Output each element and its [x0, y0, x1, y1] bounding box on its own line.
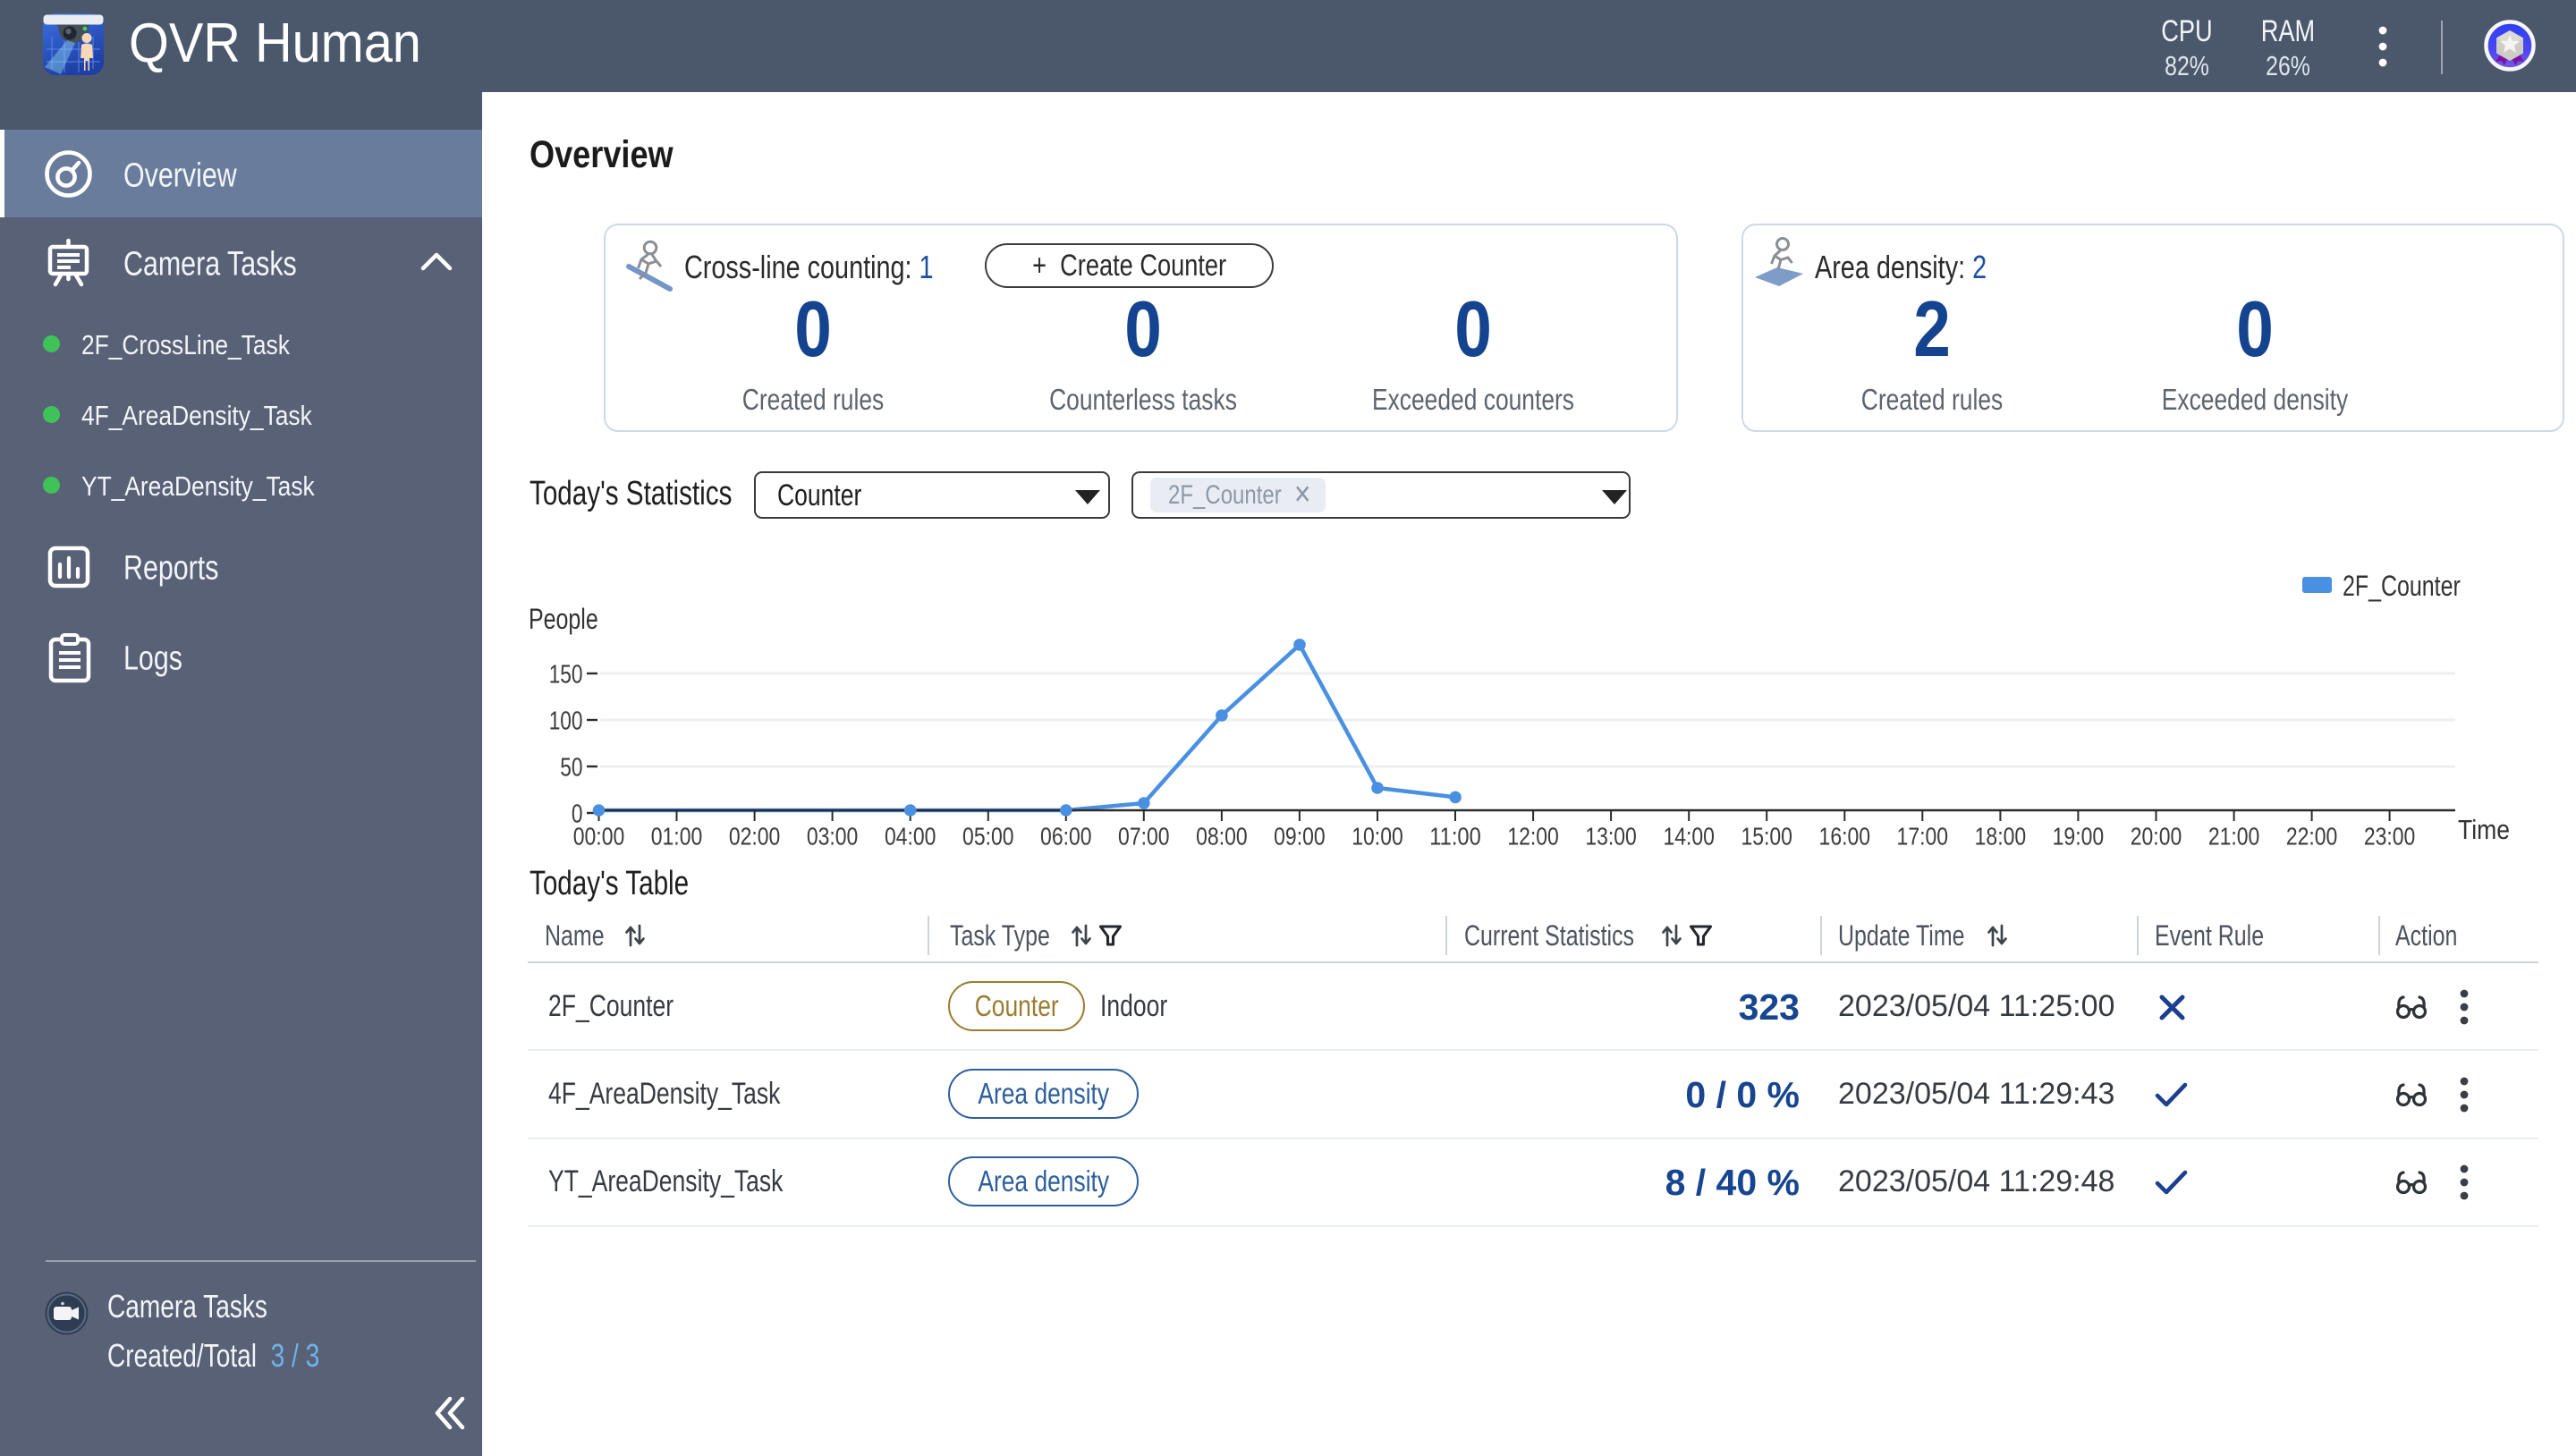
svg-text:22:00: 22:00 [2286, 823, 2338, 851]
svg-text:02:00: 02:00 [729, 823, 781, 851]
svg-text:50: 50 [560, 753, 582, 782]
svg-text:0: 0 [572, 800, 583, 828]
svg-text:12:00: 12:00 [1507, 823, 1559, 851]
svg-text:08:00: 08:00 [1196, 823, 1248, 851]
svg-text:19:00: 19:00 [2053, 823, 2105, 851]
svg-text:21:00: 21:00 [2208, 823, 2260, 851]
svg-text:07:00: 07:00 [1118, 823, 1170, 851]
svg-text:15:00: 15:00 [1741, 823, 1792, 851]
svg-text:20:00: 20:00 [2131, 823, 2182, 851]
svg-text:23:00: 23:00 [2364, 823, 2416, 851]
svg-text:00:00: 00:00 [573, 823, 625, 851]
svg-text:05:00: 05:00 [962, 823, 1014, 851]
svg-text:100: 100 [549, 707, 583, 735]
svg-text:14:00: 14:00 [1663, 823, 1715, 851]
svg-text:17:00: 17:00 [1897, 823, 1949, 851]
svg-text:09:00: 09:00 [1274, 823, 1326, 851]
svg-text:150: 150 [549, 660, 583, 689]
svg-text:11:00: 11:00 [1429, 823, 1481, 851]
svg-text:10:00: 10:00 [1352, 823, 1403, 851]
svg-text:Time: Time [2458, 814, 2510, 845]
svg-text:03:00: 03:00 [807, 823, 859, 851]
svg-text:01:00: 01:00 [651, 823, 703, 851]
svg-text:04:00: 04:00 [885, 823, 936, 851]
svg-text:06:00: 06:00 [1040, 823, 1092, 851]
svg-text:13:00: 13:00 [1585, 823, 1637, 851]
svg-text:16:00: 16:00 [1819, 823, 1871, 851]
svg-text:18:00: 18:00 [1975, 823, 2027, 851]
